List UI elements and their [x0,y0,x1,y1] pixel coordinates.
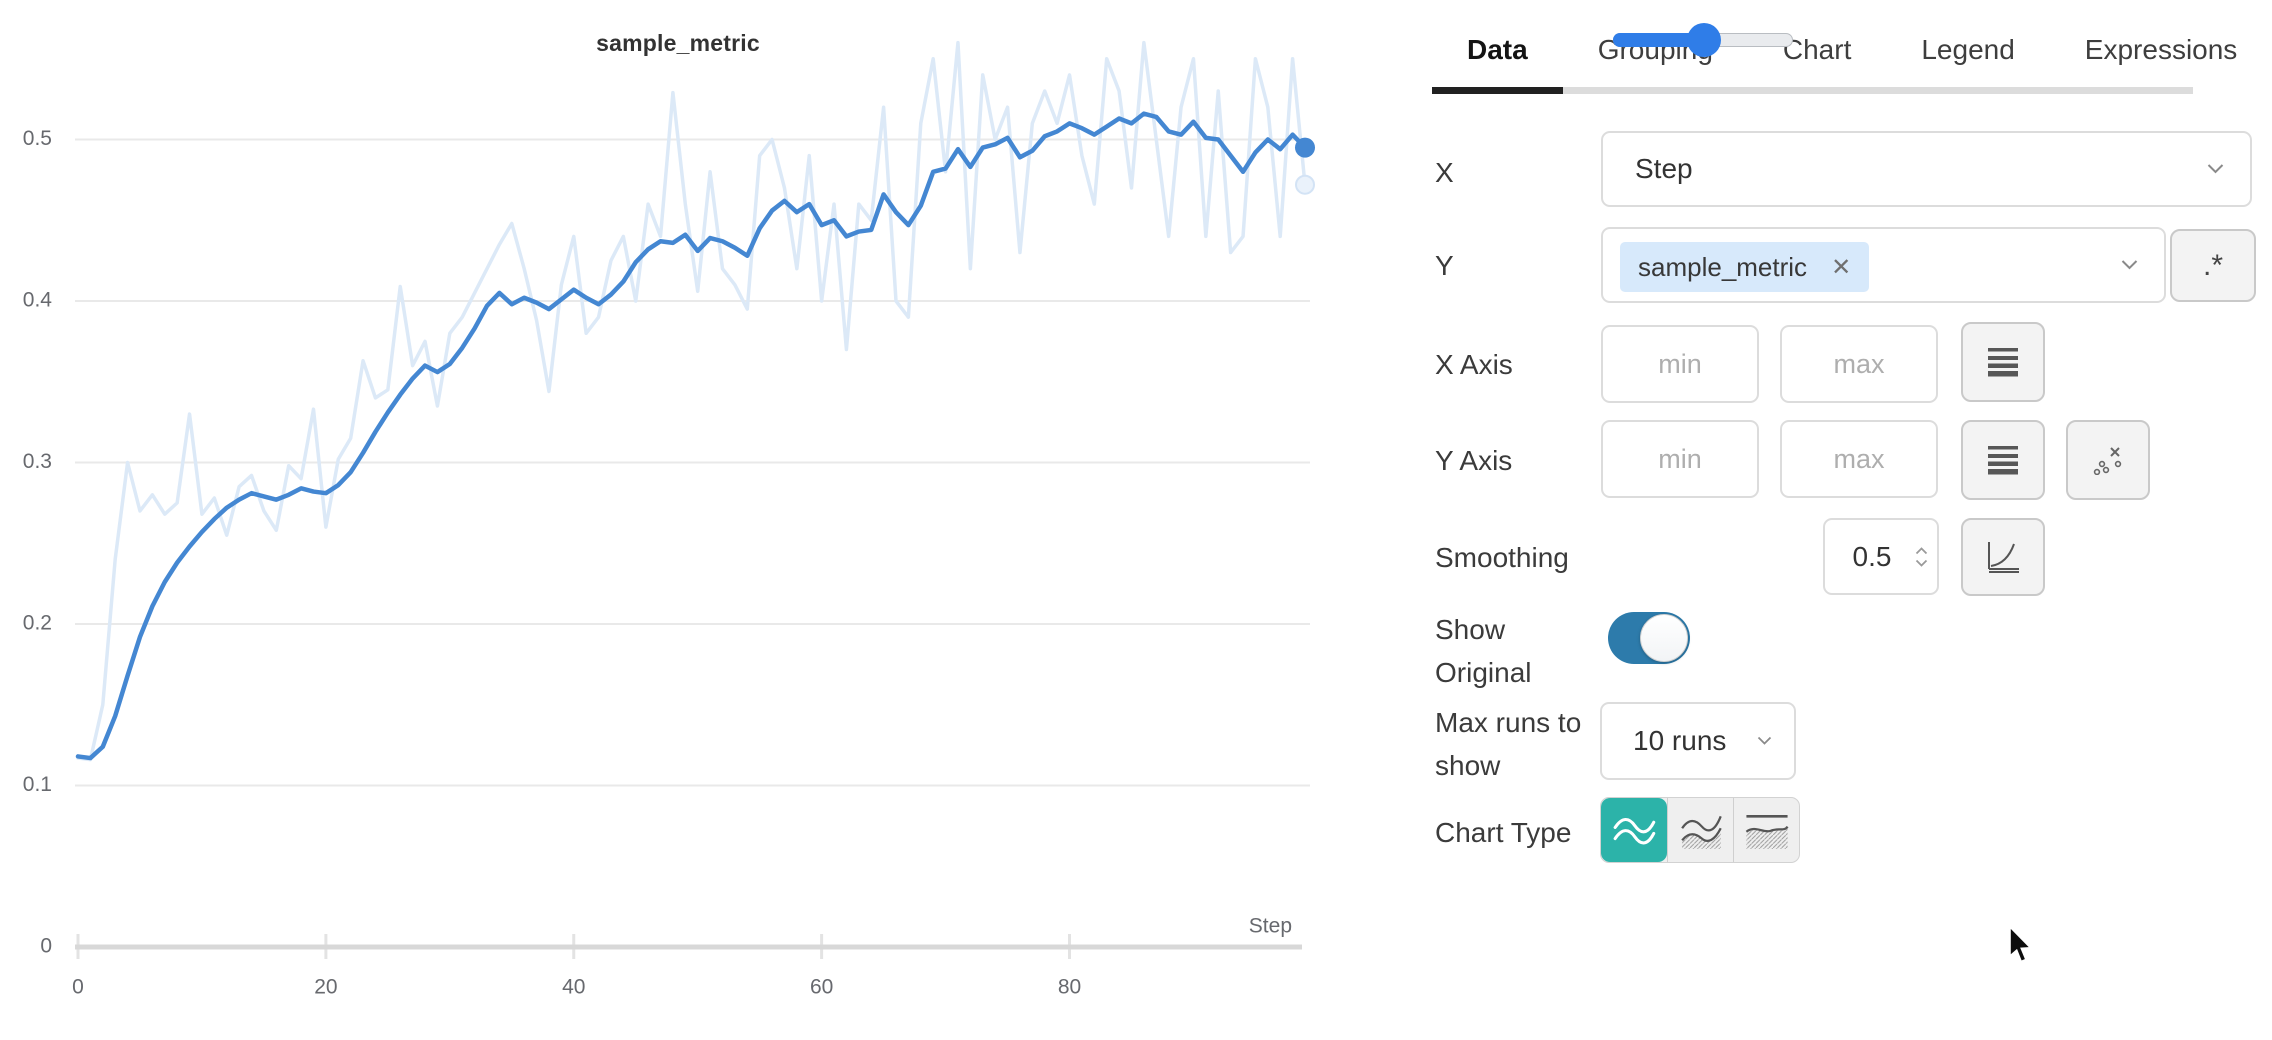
y-axis-max-input[interactable] [1780,420,1938,498]
x-select-value: Step [1635,153,1693,184]
log-scale-icon [1988,347,2018,376]
chevron-down-icon [2121,260,2138,270]
chart-panel[interactable]: sample_metric 0 0.1 0.2 0.3 0.4 0.5 0 20 40 60 80 S… [0,0,1420,1040]
y-field-label: Y [1435,250,1454,281]
smoothing-value-box [1823,518,1939,595]
x-axis-min-input[interactable] [1601,325,1759,403]
regex-button[interactable]: .* [2170,229,2256,302]
smoothing-label: Smoothing [1435,542,1569,573]
chart-edit-panel: Data Grouping Chart Legend Expressions X… [1432,0,2272,1040]
svg-text:0: 0 [40,935,52,958]
metric-tag-label: sample_metric [1638,251,1808,282]
svg-text:60: 60 [810,976,833,999]
max-runs-select[interactable]: 10 runs [1600,702,1796,780]
smoothing-type-button[interactable] [1961,518,2045,596]
svg-text:40: 40 [562,976,585,999]
percentile-plot-button[interactable] [1733,798,1799,862]
x-log-scale-button[interactable] [1961,322,2045,402]
area-plot-button[interactable] [1667,798,1733,862]
x-axis-label: X Axis [1435,349,1513,380]
percentile-plot-icon [1745,815,1788,849]
panel-tabs: Data Grouping Chart Legend Expressions [1432,14,2272,86]
max-runs-label: Max runs to show [1435,707,1582,781]
y-log-scale-button[interactable] [1961,420,2045,500]
y-axis-min-input[interactable] [1601,420,1759,498]
chart-type-label: Chart Type [1435,817,1572,848]
area-plot-icon [1680,815,1722,849]
show-original-toggle[interactable] [1608,612,1690,664]
chevron-down-icon [2207,164,2224,174]
tab-expressions[interactable]: Expressions [2084,34,2238,65]
toggle-knob [1640,614,1688,662]
slider-fill [1613,33,1703,47]
svg-text:0.4: 0.4 [23,289,53,312]
svg-text:0: 0 [72,976,84,999]
x-select[interactable]: Step [1601,131,2252,207]
smoothing-slider[interactable] [1613,23,1793,57]
ignore-outliers-icon [2093,447,2122,475]
remove-metric-icon[interactable]: ✕ [1831,253,1852,281]
tab-legend[interactable]: Legend [1921,34,2015,65]
svg-text:0.1: 0.1 [23,773,52,796]
show-original-label: Show Original [1435,614,1532,688]
chevron-down-icon [1757,736,1772,745]
y-axis-label: Y Axis [1435,445,1513,476]
spinner-up-icon[interactable] [1915,546,1928,555]
spinner-control[interactable] [1915,546,1928,567]
max-runs-value: 10 runs [1633,725,1727,756]
chart-type-group [1600,797,1800,863]
spinner-down-icon[interactable] [1915,559,1928,567]
svg-text:Step: Step [1249,915,1292,938]
tab-chart[interactable]: Chart [1782,34,1852,65]
ema-curve-icon [1988,542,2019,573]
svg-text:20: 20 [314,976,337,999]
slider-knob[interactable] [1687,23,1721,57]
tab-data[interactable]: Data [1467,34,1528,65]
active-tab-underline [1432,87,1563,94]
chart-title: sample_metric [596,30,760,56]
svg-text:0.5: 0.5 [23,127,52,150]
x-field-label: X [1435,157,1454,188]
line-plot-icon [1613,817,1656,845]
svg-text:80: 80 [1058,976,1081,999]
tab-grouping[interactable]: Grouping [1597,34,1713,65]
line-chart[interactable]: 0 0.1 0.2 0.3 0.4 0.5 0 20 40 60 80 Step [0,0,1420,1040]
y-select[interactable]: sample_metric ✕ [1601,227,2166,303]
x-axis-max-input[interactable] [1780,325,1938,403]
smoothing-value-input[interactable] [1825,520,1937,593]
svg-text:0.3: 0.3 [23,450,52,473]
metric-tag[interactable]: sample_metric ✕ [1620,242,1870,292]
svg-text:0.2: 0.2 [23,612,52,635]
log-scale-icon [1988,445,2018,474]
line-plot-button[interactable] [1601,798,1667,862]
tab-underline-track [1432,87,2193,94]
ignore-outliers-button[interactable] [2066,420,2150,500]
